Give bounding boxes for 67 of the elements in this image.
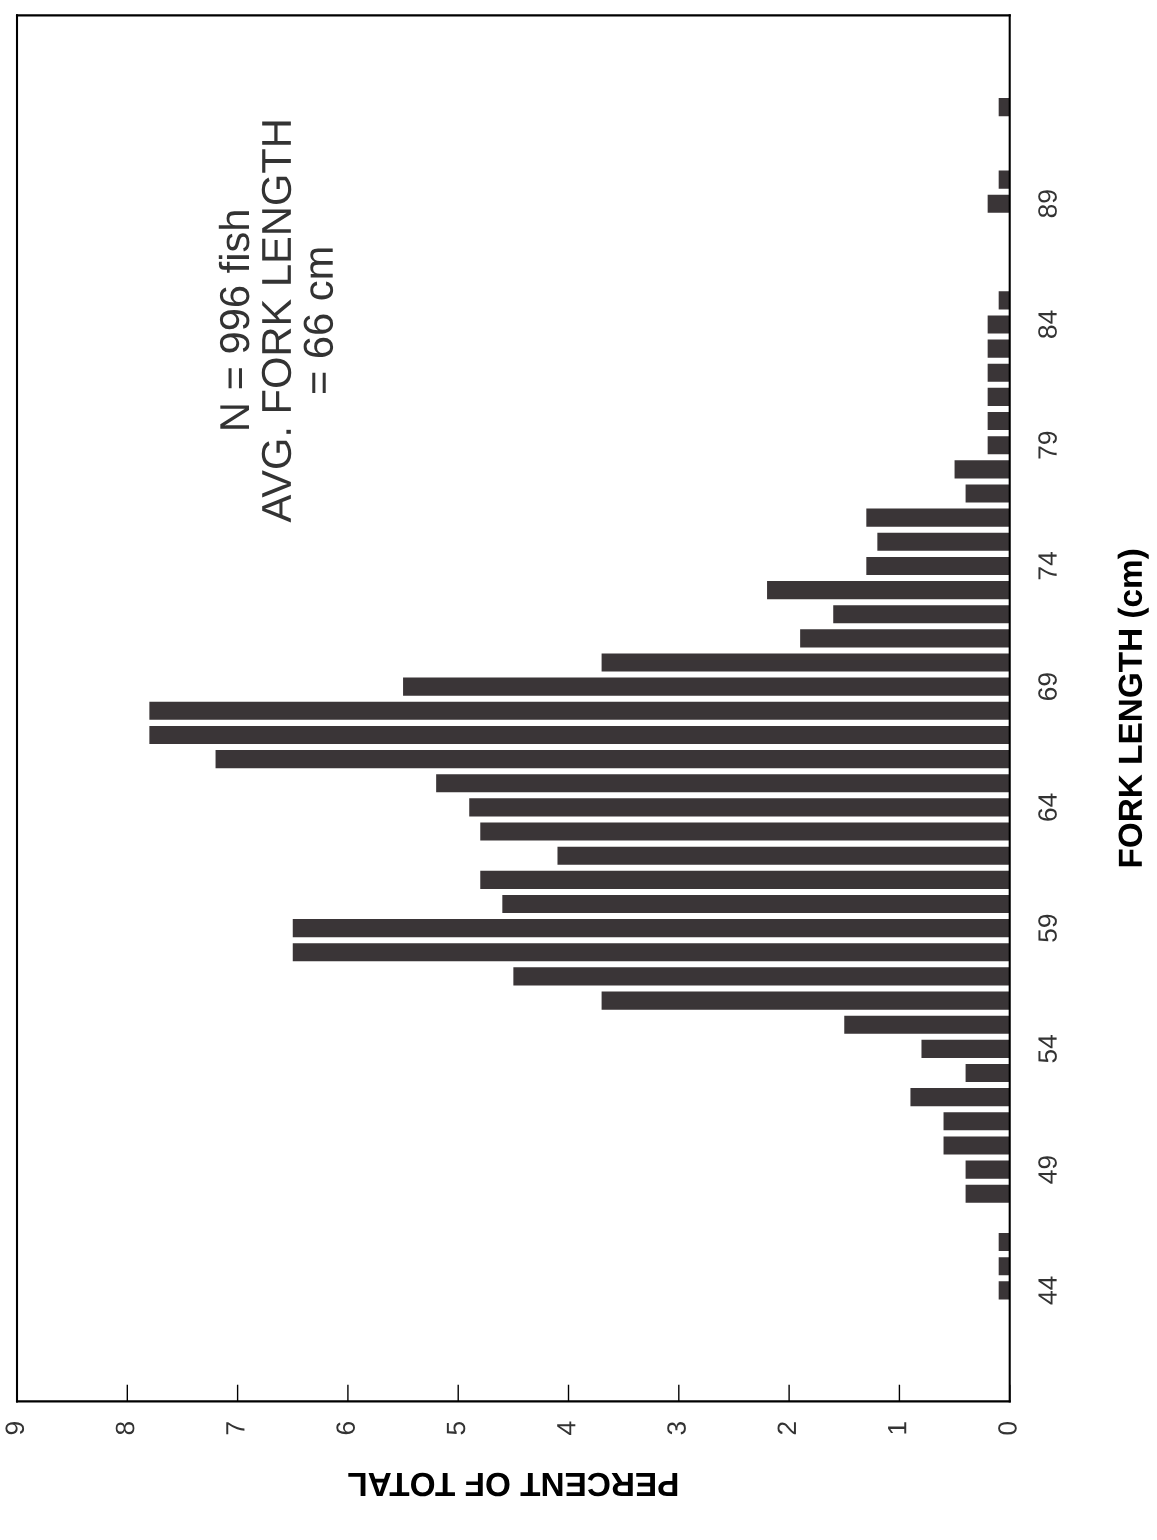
bar	[998, 291, 1010, 310]
x-tick-label: 6	[336, 1422, 355, 1435]
bar	[987, 339, 1010, 358]
y-tick-label: 49	[1038, 1156, 1057, 1184]
bar	[557, 846, 1010, 865]
bar	[910, 1088, 1010, 1107]
bar	[215, 750, 1010, 769]
bar	[436, 774, 1010, 793]
bar	[292, 943, 1010, 962]
bar	[601, 653, 1010, 672]
bar	[480, 870, 1010, 889]
x-tick-label: 5	[446, 1421, 466, 1435]
bar	[987, 194, 1010, 213]
y-tick-label: 79	[1038, 431, 1057, 459]
y-tick-label: 54	[1038, 1034, 1057, 1063]
y-axis-title: FORK LENGTH (cm)	[1117, 549, 1149, 867]
y-tick-label: 69	[1038, 673, 1057, 700]
bar	[502, 894, 1010, 914]
bar	[866, 556, 1010, 575]
bar	[998, 1257, 1010, 1276]
bar	[149, 725, 1010, 745]
bar	[480, 822, 1010, 841]
bar	[998, 1232, 1010, 1252]
bar	[800, 629, 1010, 648]
bar	[767, 581, 1010, 600]
y-tick-label: 64	[1038, 793, 1057, 821]
x-axis-title: PERCENT OF TOTAL	[348, 1472, 678, 1497]
x-tick-label: 9	[5, 1422, 25, 1435]
y-tick-label: 59	[1038, 914, 1057, 942]
bar	[601, 991, 1010, 1010]
bar	[987, 387, 1010, 406]
x-tick-label: 8	[115, 1421, 135, 1435]
bar	[987, 315, 1010, 334]
bar	[866, 508, 1010, 527]
bar	[965, 1063, 1010, 1083]
bar	[844, 1015, 1010, 1034]
bar	[954, 460, 1010, 479]
bar	[965, 484, 1010, 503]
bar	[403, 677, 1010, 696]
y-tick-label: 84	[1038, 310, 1057, 338]
bar	[965, 1160, 1010, 1179]
bar	[965, 1184, 1010, 1203]
x-tick-label: 0	[998, 1421, 1017, 1435]
bar	[943, 1136, 1010, 1155]
bar	[943, 1112, 1010, 1131]
bar	[987, 436, 1010, 455]
bar	[998, 1281, 1010, 1300]
x-tick-label: 7	[226, 1422, 245, 1435]
bar	[921, 1039, 1010, 1058]
bar	[987, 412, 1010, 431]
bar	[469, 798, 1010, 817]
y-tick-label: 44	[1038, 1276, 1057, 1305]
x-tick-label: 3	[667, 1422, 686, 1435]
bar	[998, 170, 1010, 189]
bar	[877, 532, 1010, 551]
annotation: N = 996 fish AVG. FORK LENGTH = 66 cm	[218, 121, 334, 523]
x-tick-label: 4	[557, 1421, 576, 1435]
y-tick-label: 89	[1038, 190, 1057, 218]
bar	[998, 98, 1010, 117]
bar	[833, 605, 1010, 624]
bar	[513, 967, 1010, 986]
x-tick-label: 2	[777, 1422, 796, 1435]
bar	[987, 363, 1010, 382]
bar	[292, 919, 1010, 938]
x-tick-label: 1	[888, 1422, 907, 1434]
bar	[149, 701, 1010, 720]
y-tick-label: 74	[1038, 552, 1057, 580]
